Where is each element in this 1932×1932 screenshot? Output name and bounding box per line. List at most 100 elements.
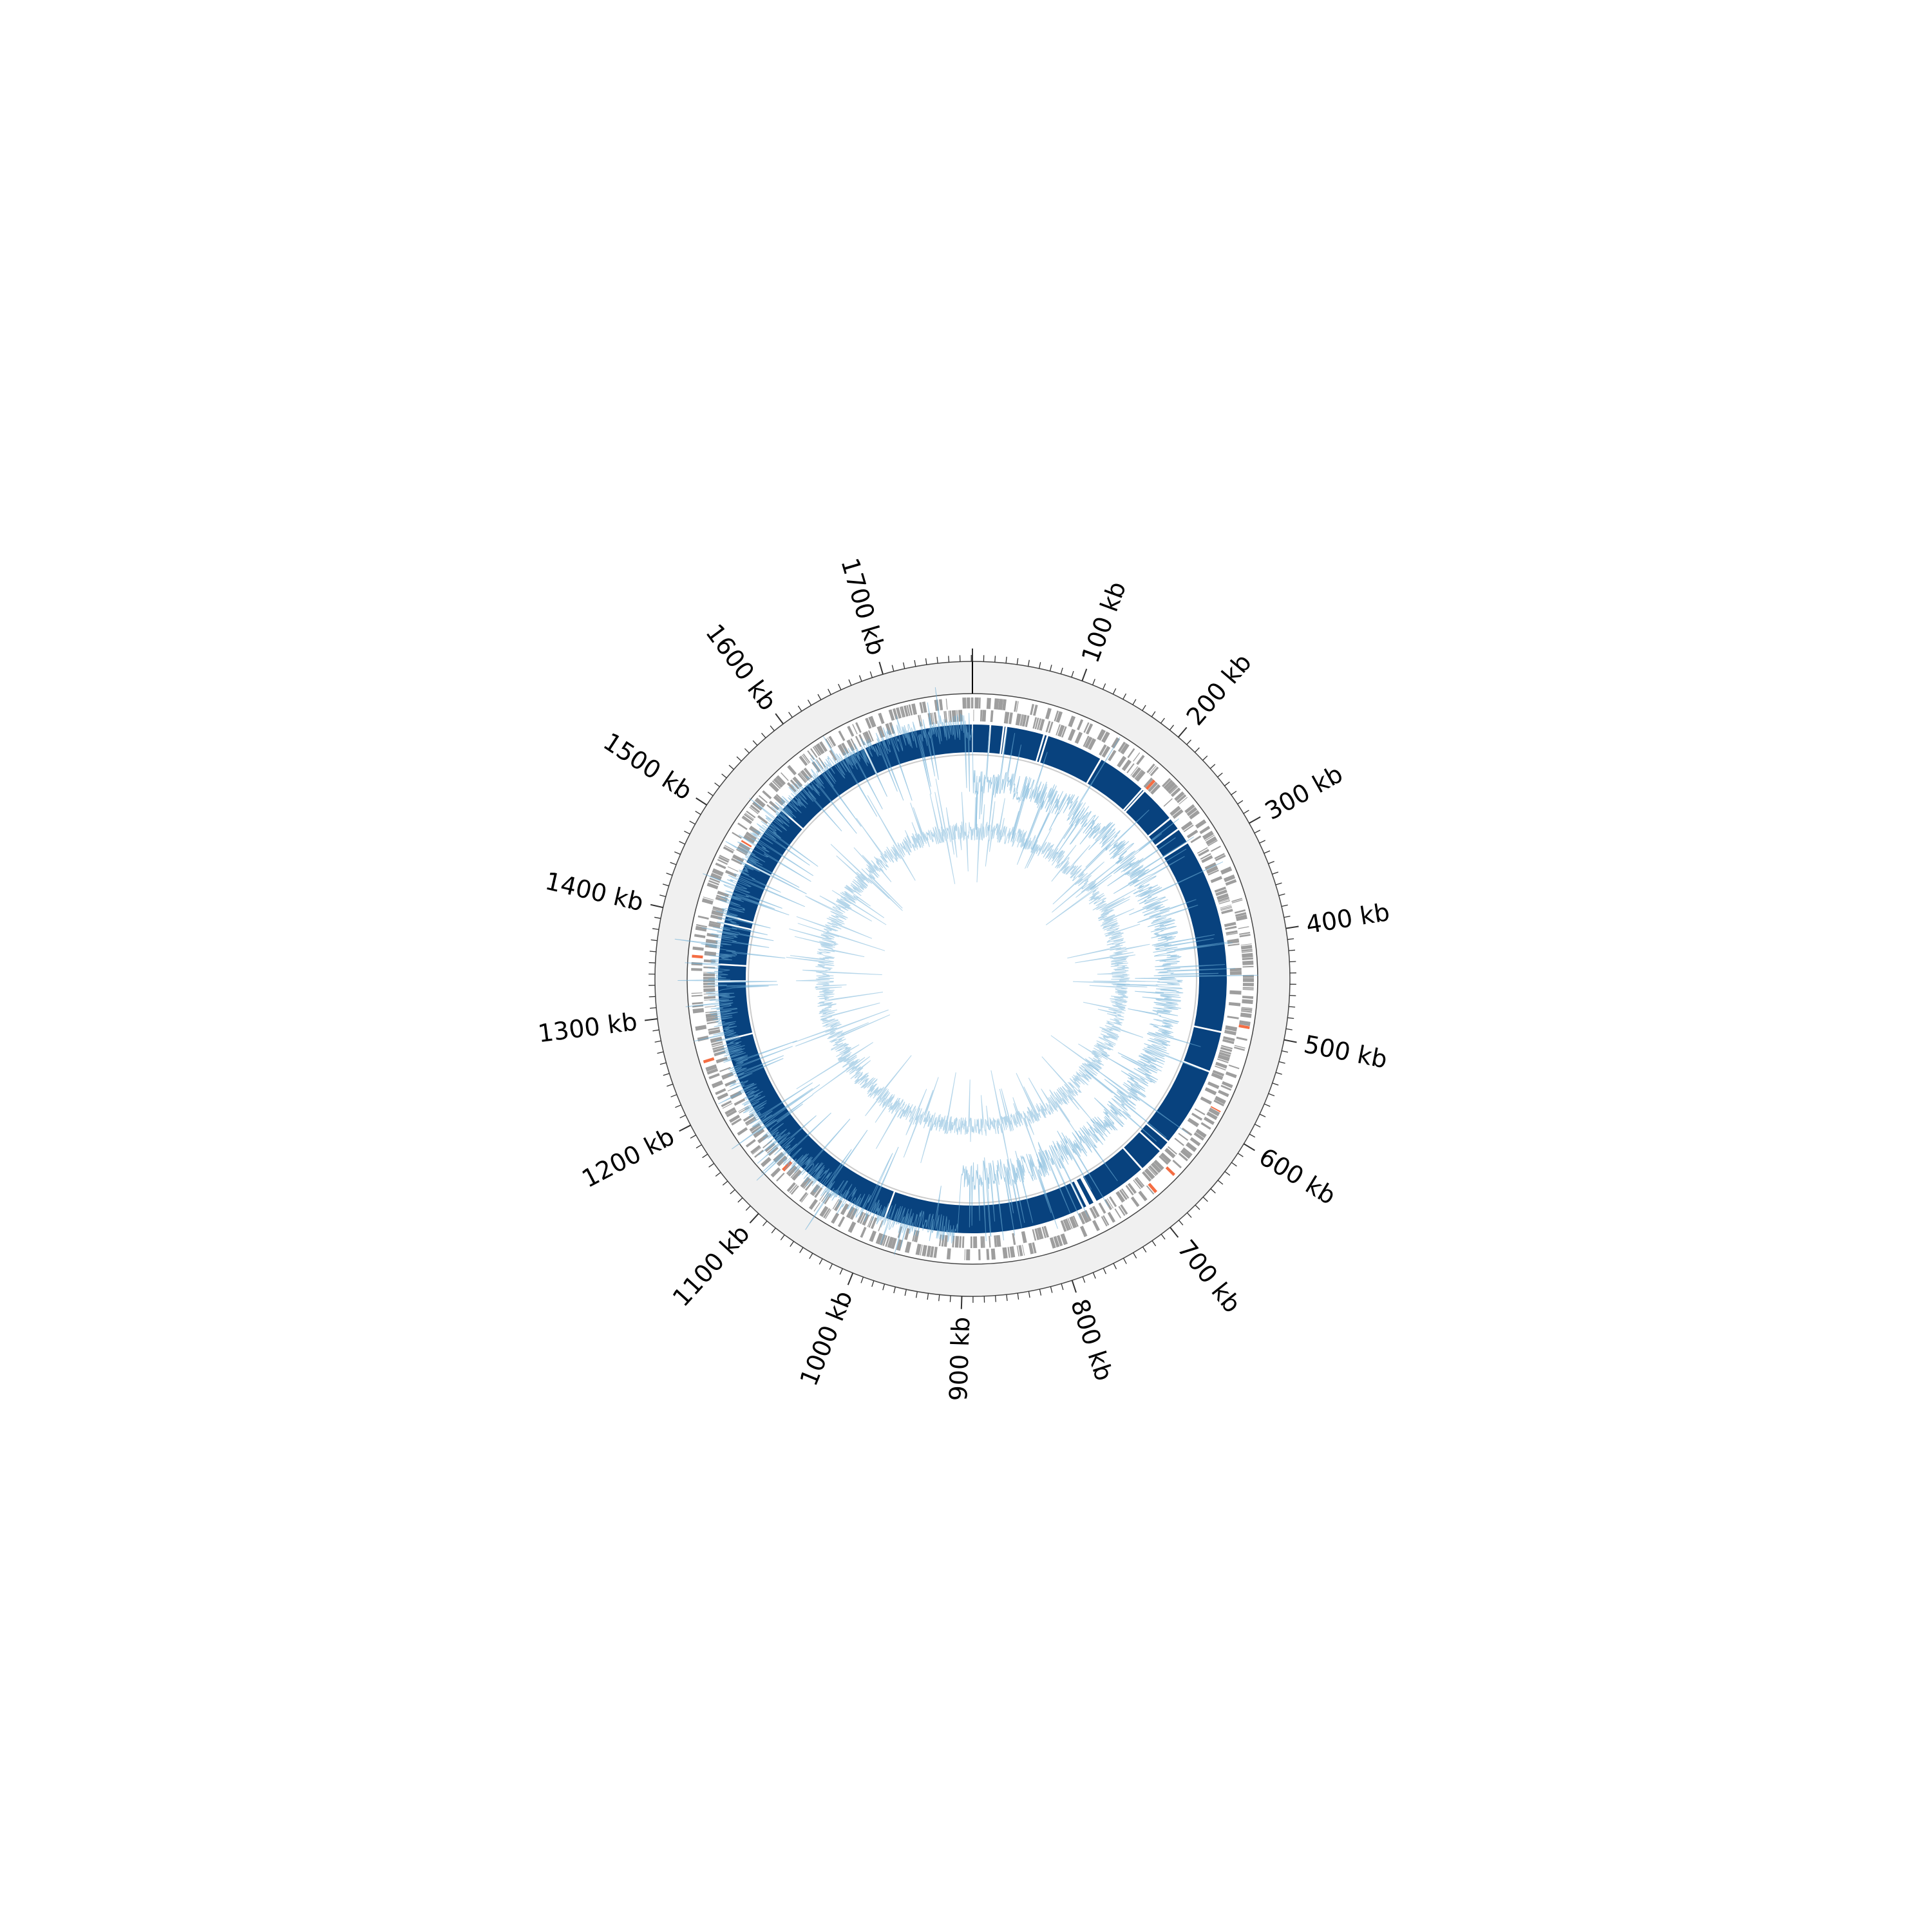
gene (829, 750, 837, 761)
tick-label-500kb: 500 kb (1302, 1030, 1390, 1074)
gene (1045, 708, 1052, 719)
gene (1108, 750, 1117, 761)
gene (1030, 704, 1034, 715)
minor-tick (715, 1171, 721, 1177)
gene (823, 1208, 831, 1218)
gene (906, 705, 911, 716)
gene (945, 698, 948, 710)
minor-tick (1285, 1028, 1293, 1030)
minor-tick (1194, 747, 1200, 753)
gene (809, 1198, 818, 1210)
gene (750, 1145, 761, 1154)
major-tick (650, 904, 663, 909)
minor-tick (666, 873, 673, 876)
gene (1204, 835, 1215, 842)
gene (952, 1235, 955, 1247)
minor-tick (1160, 1234, 1166, 1240)
gene (813, 1202, 820, 1212)
gene (803, 768, 813, 779)
gene (737, 1127, 748, 1136)
gene (926, 1245, 931, 1257)
gene (717, 1092, 728, 1101)
gene (1204, 862, 1217, 871)
gene (938, 699, 943, 710)
gene (1118, 1206, 1126, 1217)
gene (868, 715, 876, 728)
contig-segment (1076, 1178, 1094, 1205)
gene (1183, 824, 1194, 833)
gene (850, 738, 857, 750)
gene (758, 795, 768, 804)
minor-tick (1237, 1153, 1244, 1157)
minor-tick (684, 831, 690, 835)
gene (708, 922, 721, 929)
gene (1190, 835, 1202, 844)
gc-skew-outline (674, 687, 1258, 1255)
gene (980, 1236, 983, 1248)
gene (1221, 909, 1233, 914)
gene (933, 712, 938, 724)
minor-tick (1281, 904, 1288, 907)
gene (1019, 714, 1023, 726)
gene (709, 920, 721, 925)
gene (1202, 830, 1214, 840)
gene (706, 1068, 719, 1075)
tick-label-100kb: 100 kb (1076, 578, 1132, 667)
gene (1170, 806, 1181, 817)
gene (1148, 765, 1157, 775)
gene (1032, 1242, 1037, 1254)
gene (1172, 1159, 1182, 1169)
gene (1061, 726, 1067, 738)
gene (812, 746, 820, 757)
gene (1208, 1107, 1220, 1117)
minor-tick (882, 1283, 886, 1291)
gene (710, 873, 722, 881)
gene (1034, 1228, 1040, 1240)
minor-tick (663, 1073, 670, 1076)
minor-tick (1178, 1220, 1184, 1226)
gene (1170, 786, 1179, 795)
gene (694, 934, 706, 938)
contig-segment (746, 811, 802, 875)
gene (1241, 949, 1253, 952)
minor-tick (674, 851, 681, 855)
minor-tick (654, 1040, 661, 1043)
gc-content-outline (786, 779, 1160, 1171)
gene (790, 779, 800, 790)
gene (1049, 1237, 1056, 1249)
gene (875, 1233, 884, 1245)
gene (1242, 952, 1253, 958)
gene (930, 712, 934, 724)
gene (852, 724, 858, 735)
gene (1241, 1007, 1253, 1009)
gene (837, 1216, 846, 1227)
gene (1180, 1149, 1191, 1159)
minor-tick (799, 1247, 804, 1253)
gene (703, 896, 714, 901)
minor-tick (871, 1280, 875, 1287)
gene (754, 1150, 764, 1158)
gene (1142, 1171, 1152, 1182)
gene (717, 891, 730, 898)
gene (896, 1239, 904, 1251)
contig-segment (1072, 1181, 1086, 1208)
gene (741, 817, 752, 824)
gene (1106, 1198, 1114, 1209)
gene (1225, 925, 1237, 931)
minor-tick (728, 764, 734, 770)
gene (1208, 1081, 1220, 1090)
gene (1189, 810, 1200, 820)
tick-label-1400kb: 1400 kb (542, 867, 646, 917)
gene (800, 1177, 811, 1188)
gene (1226, 1071, 1237, 1079)
gene (753, 1128, 765, 1138)
gene (1229, 971, 1242, 975)
gene (1184, 804, 1195, 813)
minor-tick (1061, 1283, 1064, 1291)
gene (864, 731, 872, 744)
major-tick (1081, 668, 1088, 681)
minor-tick (654, 916, 661, 919)
gene (734, 1098, 746, 1106)
gene (1165, 1166, 1175, 1177)
gene (1229, 990, 1242, 995)
